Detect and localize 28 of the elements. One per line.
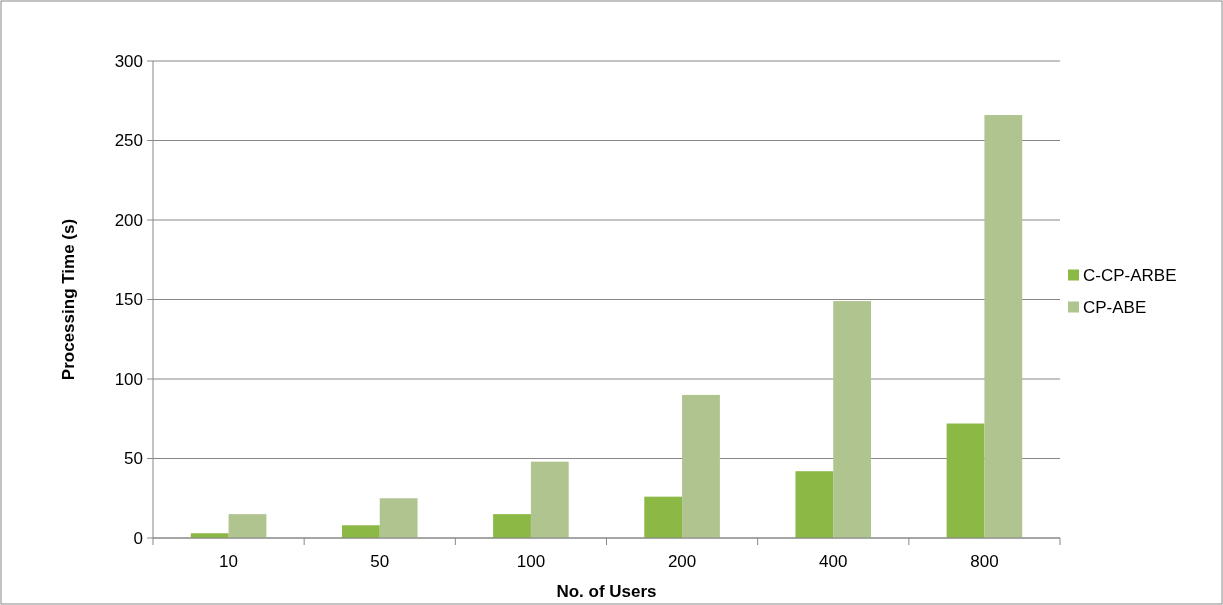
x-tick-label: 400 bbox=[819, 552, 848, 571]
y-tick-label: 100 bbox=[114, 369, 143, 389]
y-tick-label: 0 bbox=[133, 528, 143, 548]
bar bbox=[228, 514, 267, 538]
y-tick-label: 250 bbox=[114, 131, 143, 151]
x-tick-label: 10 bbox=[219, 552, 239, 571]
bar bbox=[493, 514, 531, 538]
legend-label: C-CP-ARBE bbox=[1083, 266, 1177, 286]
legend-label: CP-ABE bbox=[1083, 298, 1147, 318]
x-tick-label: 800 bbox=[970, 552, 999, 571]
x-tick-label: 50 bbox=[370, 552, 390, 571]
y-tick-label: 200 bbox=[114, 210, 143, 230]
bar bbox=[795, 471, 834, 538]
y-tick-label: 150 bbox=[114, 290, 143, 310]
bar bbox=[341, 525, 380, 538]
bar bbox=[946, 423, 985, 538]
y-axis-title: Processing Time (s) bbox=[59, 218, 78, 381]
bar bbox=[379, 498, 418, 538]
bar bbox=[833, 301, 872, 538]
bar bbox=[682, 394, 720, 538]
bar bbox=[984, 115, 1023, 538]
x-tick-label: 100 bbox=[516, 552, 546, 571]
y-tick-label: 300 bbox=[114, 51, 143, 71]
x-tick-label: 200 bbox=[667, 552, 697, 571]
y-tick-label: 50 bbox=[124, 449, 143, 469]
x-axis-title: No. of Users bbox=[556, 582, 657, 601]
bar bbox=[644, 496, 683, 538]
bar bbox=[530, 461, 569, 538]
